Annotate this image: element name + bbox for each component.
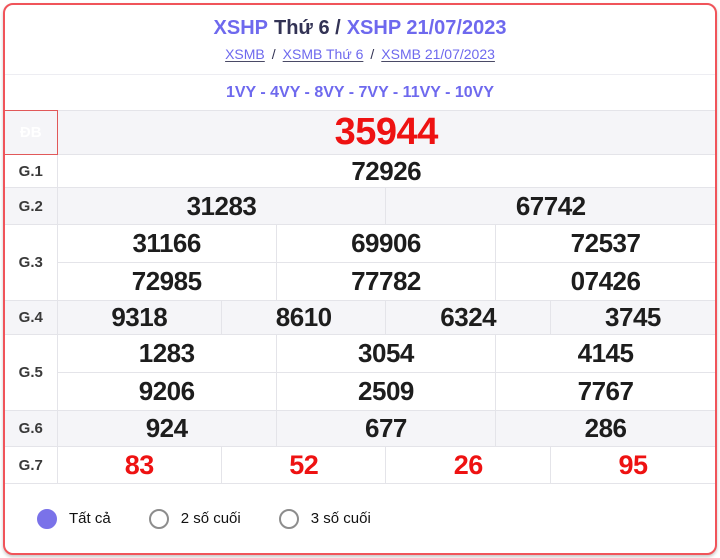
table-row-g5b: 9206 2509 7767	[5, 372, 715, 411]
prize-value: 77782	[275, 262, 497, 301]
prize-value: 07426	[495, 262, 715, 301]
display-mode-options: Tất cả 2 số cuối 3 số cuối	[5, 484, 715, 553]
radio-icon[interactable]	[37, 508, 57, 529]
page-title: XSHP Thứ 6 / XSHP 21/07/2023	[5, 5, 715, 40]
table-row-g2: G.2 31283 67742	[5, 187, 715, 225]
header-divider	[5, 74, 715, 75]
prize-value: 72926	[56, 154, 715, 188]
prize-value: 9318	[56, 300, 222, 335]
radio-label: 3 số cuối	[310, 510, 371, 527]
prize-label-g4: G.4	[5, 300, 58, 335]
prize-value: 677	[275, 410, 497, 447]
results-table: ĐB 35944 G.1 72926 G.2 31283 67742 G.3 3…	[5, 110, 715, 484]
title-date: XSHP 21/07/2023	[346, 17, 507, 39]
radio-icon[interactable]	[278, 508, 299, 529]
radio-label: 2 số cuối	[180, 510, 241, 527]
link-separator: /	[370, 46, 375, 62]
link-separator: /	[271, 46, 276, 62]
prize-label-g5: G.5	[5, 334, 58, 411]
table-row-g3: G.3 31166 69906 72537	[5, 224, 715, 301]
prize-value: 3054	[275, 334, 497, 373]
prize-label-g2: G.2	[5, 187, 58, 225]
radio-option-last2[interactable]: 2 số cuối	[148, 508, 241, 529]
prize-value: 1283	[56, 334, 277, 373]
table-row-g5: G.5 1283 3054 4145	[5, 334, 715, 411]
prize-value-g7: 26	[385, 446, 551, 484]
prize-value: 69906	[275, 224, 497, 263]
table-row-db: ĐB 35944	[5, 110, 715, 155]
link-xsmb-date[interactable]: XSMB 21/07/2023	[381, 46, 495, 62]
prize-value: 72537	[495, 224, 715, 263]
signs-line: 1VY - 4VY - 8VY - 7VY - 11VY - 10VY	[225, 84, 494, 101]
link-xsmb[interactable]: XSMB	[225, 46, 265, 62]
link-xsmb-weekday[interactable]: XSMB Thứ 6	[282, 46, 364, 62]
prize-value-g7: 83	[56, 446, 222, 484]
prize-label-g1: G.1	[5, 154, 58, 188]
prize-value: 2509	[275, 372, 497, 411]
related-links: XSMB / XSMB Thứ 6 / XSMB 21/07/2023	[5, 46, 715, 74]
prize-value: 31283	[56, 187, 387, 225]
lottery-results-card: XSHP Thứ 6 / XSHP 21/07/2023 XSMB / XSMB…	[3, 3, 717, 555]
prize-value: 924	[56, 410, 277, 447]
table-row-g3b: 72985 77782 07426	[5, 262, 715, 301]
prize-value: 286	[495, 410, 715, 447]
radio-option-all[interactable]: Tất cả	[37, 508, 111, 529]
prize-value: 67742	[385, 187, 715, 225]
title-weekday: Thứ 6 /	[273, 17, 341, 39]
prize-value-g7: 95	[549, 446, 715, 484]
radio-option-last3[interactable]: 3 số cuối	[278, 508, 371, 529]
prize-value-g7: 52	[220, 446, 387, 484]
prize-value: 8610	[220, 300, 387, 335]
table-row-g7: G.7 83 52 26 95	[5, 446, 715, 484]
table-row-g1: G.1 72926	[5, 154, 715, 188]
radio-icon[interactable]	[148, 508, 169, 529]
prize-value: 3745	[549, 300, 715, 335]
prize-label-db: ĐB	[5, 110, 58, 155]
table-row-g4: G.4 9318 8610 6324 3745	[5, 300, 715, 335]
prize-value: 7767	[495, 372, 715, 411]
prize-value: 31166	[56, 224, 277, 263]
prize-value: 6324	[385, 300, 551, 335]
title-station: XSHP	[213, 17, 268, 39]
prize-value: 4145	[495, 334, 715, 373]
prize-label-g7: G.7	[5, 446, 58, 484]
prize-label-g3: G.3	[5, 224, 58, 301]
prize-value-db: 35944	[56, 110, 715, 155]
prize-label-g6: G.6	[5, 410, 58, 447]
results-header: XSHP Thứ 6 / XSHP 21/07/2023 XSMB / XSMB…	[5, 5, 715, 110]
table-row-g6: G.6 924 677 286	[5, 410, 715, 447]
radio-label: Tất cả	[69, 510, 111, 527]
prize-value: 72985	[57, 262, 277, 301]
prize-value: 9206	[57, 372, 277, 411]
